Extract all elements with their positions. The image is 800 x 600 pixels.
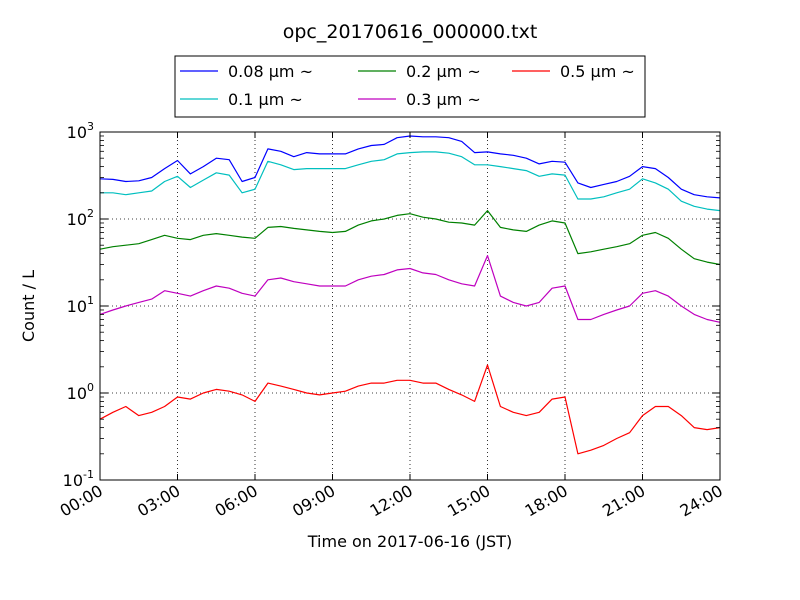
- x-tick-label: 09:00: [289, 481, 338, 521]
- y-tick-label-exponent: 3: [87, 120, 94, 133]
- plot-area: [99, 131, 721, 481]
- x-tick-label: 06:00: [212, 481, 261, 521]
- legend-label: 0.5 μm ~: [560, 62, 635, 81]
- series-line-1: [100, 151, 721, 212]
- series-line-4: [99, 364, 721, 455]
- legend-label: 0.2 μm ~: [406, 62, 481, 81]
- y-tick-label-base: 10: [67, 384, 87, 403]
- y-tick-label-base: 10: [67, 123, 87, 142]
- y-tick-label-base: 10: [67, 297, 87, 316]
- legend-item: 0.1 μm ~: [180, 90, 303, 109]
- series-line-3: [99, 255, 721, 323]
- legend: 0.08 μm ~ 0.1 μm ~ 0.2 μm ~ 0.3 μm ~ 0.5 μm …: [174, 55, 646, 118]
- legend-item: 0.08 μm ~: [180, 62, 313, 81]
- grid: [100, 132, 720, 480]
- y-tick-label-exponent: 2: [87, 207, 94, 220]
- legend-item: 0.5 μm ~: [512, 62, 635, 81]
- y-tick-label: 103: [67, 120, 94, 142]
- legend-label: 0.1 μm ~: [228, 90, 303, 109]
- x-tick-label: 18:00: [522, 481, 571, 521]
- legend-item: 0.2 μm ~: [358, 62, 481, 81]
- x-tick-labels: 00:00 03:00 06:00 09:00 12:00 15:00 18:00 21:00…: [57, 481, 726, 521]
- legend-label: 0.08 μm ~: [228, 62, 313, 81]
- x-axis-label: Time on 2017-06-16 (JST): [307, 532, 512, 551]
- x-tick-label: 03:00: [134, 481, 183, 521]
- x-tick-label: 12:00: [367, 481, 416, 521]
- legend-label: 0.3 μm ~: [406, 90, 481, 109]
- series-line-2: [99, 210, 721, 266]
- legend-item: 0.3 μm ~: [358, 90, 481, 109]
- y-tick-label: 10-1: [63, 468, 94, 490]
- axis-ticks: [99, 131, 721, 481]
- y-tick-label-base: 10: [63, 471, 83, 490]
- y-tick-label-exponent: -1: [83, 468, 94, 481]
- y-tick-label: 100: [67, 381, 94, 403]
- legend-frame: [174, 55, 646, 118]
- y-axis-label: Count / L: [19, 270, 38, 342]
- chart-title: opc_20170616_000000.txt: [283, 21, 538, 43]
- y-tick-label: 101: [67, 294, 94, 316]
- y-tick-label-exponent: 1: [87, 294, 94, 307]
- x-tick-label: 24:00: [677, 481, 726, 521]
- y-tick-label: 102: [67, 207, 94, 229]
- y-tick-label-exponent: 0: [87, 381, 94, 394]
- y-tick-label-base: 10: [67, 210, 87, 229]
- x-tick-label: 15:00: [444, 481, 493, 521]
- x-tick-label: 21:00: [599, 481, 648, 521]
